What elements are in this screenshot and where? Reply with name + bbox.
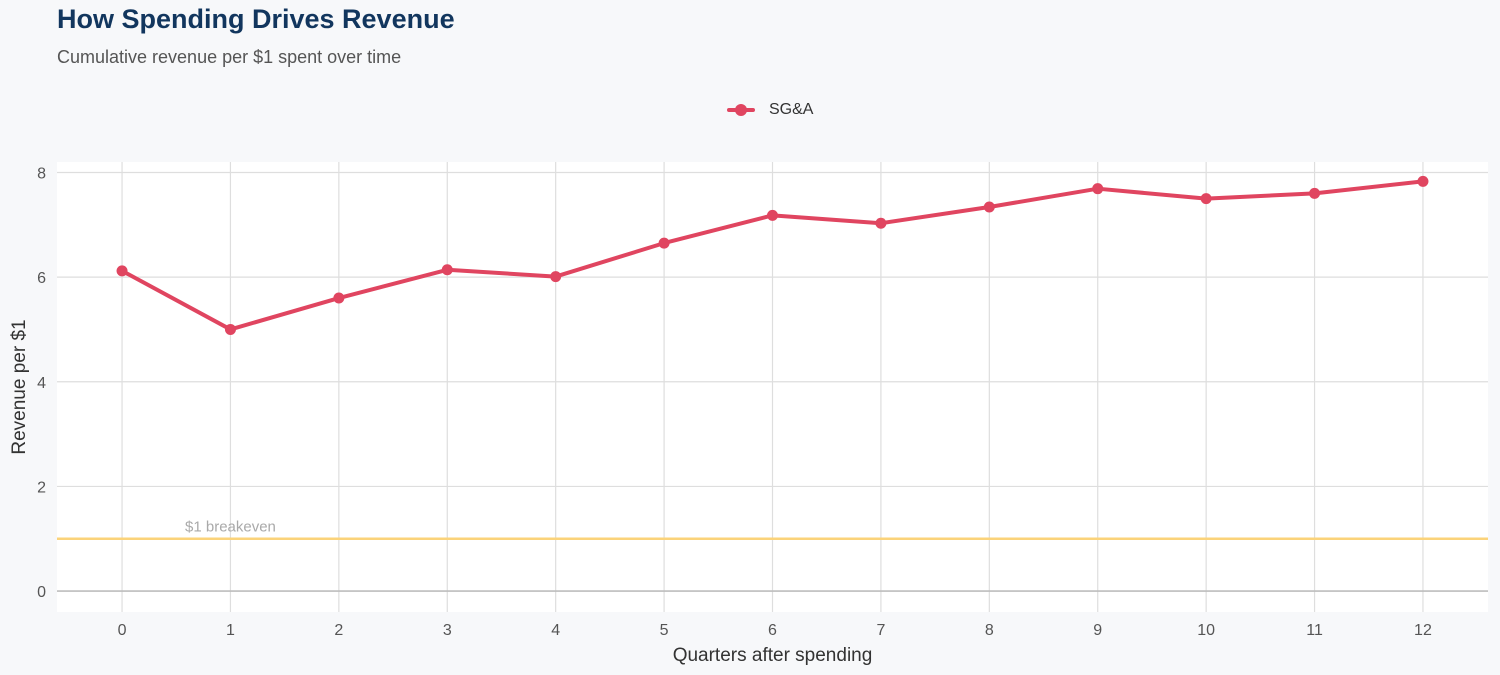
- legend-label-sga: SG&A: [769, 101, 814, 118]
- data-point: [658, 237, 670, 249]
- x-axis-tick-labels: 0 1 2 3 4 5 6 7 8 9 10 11 12: [118, 622, 1432, 639]
- data-point: [767, 209, 778, 221]
- x-tick-label: 12: [1414, 622, 1432, 639]
- x-tick-label: 11: [1306, 622, 1323, 639]
- x-tick-label: 5: [660, 622, 669, 639]
- x-tick-label: 7: [876, 622, 885, 639]
- legend-key-marker: [735, 104, 747, 116]
- x-tick-label: 1: [226, 622, 235, 639]
- chart-title: How Spending Drives Revenue: [57, 4, 455, 34]
- y-tick-label: 4: [37, 375, 46, 392]
- y-axis-label: Revenue per $1: [9, 319, 30, 454]
- data-point: [550, 271, 562, 283]
- data-point: [1092, 183, 1104, 195]
- y-tick-label: 2: [37, 479, 46, 496]
- x-tick-label: 2: [334, 622, 343, 639]
- x-tick-label: 8: [985, 622, 994, 639]
- x-axis-label: Quarters after spending: [673, 645, 873, 666]
- data-point: [1309, 187, 1321, 199]
- x-tick-label: 9: [1093, 622, 1102, 639]
- chart-subtitle: Cumulative revenue per $1 spent over tim…: [57, 47, 402, 67]
- x-tick-label: 0: [118, 622, 127, 639]
- data-point: [224, 323, 236, 335]
- grid-lines: [57, 162, 1488, 612]
- y-tick-label: 0: [37, 584, 46, 601]
- data-point: [333, 292, 345, 304]
- data-point: [441, 264, 453, 276]
- data-point: [875, 217, 887, 229]
- x-tick-label: 6: [768, 622, 777, 639]
- y-tick-label: 8: [37, 165, 46, 182]
- data-point: [983, 201, 995, 213]
- series-points-sga: [116, 175, 1429, 335]
- legend: SG&A: [725, 98, 813, 122]
- y-axis-tick-labels: 0 2 4 6 8: [37, 165, 46, 601]
- x-tick-label: 3: [443, 622, 452, 639]
- data-point: [1417, 175, 1429, 187]
- x-tick-label: 4: [551, 622, 560, 639]
- data-point: [116, 265, 128, 277]
- legend-key-sga: [725, 98, 757, 122]
- breakeven-label: $1 breakeven: [185, 519, 276, 536]
- data-point: [1200, 193, 1212, 205]
- x-tick-label: 10: [1197, 622, 1215, 639]
- y-tick-label: 6: [37, 270, 46, 287]
